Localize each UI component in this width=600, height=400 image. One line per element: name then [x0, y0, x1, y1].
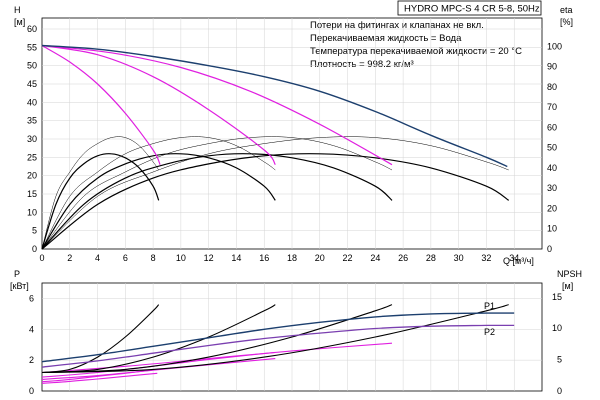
bottom-y2-tick-label: 5 — [557, 355, 562, 365]
bottom-y-axis-label-line2: [кВт] — [10, 281, 29, 291]
bottom-y-tick-label: 6 — [29, 293, 34, 303]
power-partial-curve — [41, 358, 276, 380]
top-y-tick-label: 55 — [27, 42, 37, 52]
top-y-tick-label: 15 — [27, 189, 37, 199]
top-y2-tick-label: 70 — [547, 102, 557, 112]
head-max-curve — [41, 44, 508, 168]
chart-notes: Потери на фитингах и клапанах не вкл. Пе… — [310, 20, 522, 70]
top-y-tick-label: 40 — [27, 97, 37, 107]
top-x-tick-label: 0 — [39, 253, 44, 263]
bottom-y-tick-label: 4 — [29, 324, 34, 334]
bottom-y-axis-label-line1: P — [14, 269, 20, 279]
top-y-tick-label: 5 — [32, 226, 37, 236]
top-x-tick-label: 30 — [454, 253, 464, 263]
top-x-tick-label: 8 — [151, 253, 156, 263]
chart-title-box: HYDRO MPC-S 4 CR 5-8, 50Hz — [397, 0, 542, 16]
top-y2-tick-label: 30 — [547, 183, 557, 193]
top-x-tick-label: 12 — [204, 253, 214, 263]
chart-title: HYDRO MPC-S 4 CR 5-8, 50Hz — [404, 4, 540, 15]
top-x-tick-label: 16 — [259, 253, 269, 263]
power-partial-curve — [41, 342, 393, 374]
p2-curve — [41, 324, 515, 368]
top-y2-tick-label: 40 — [547, 163, 557, 173]
top-y-tick-label: 0 — [32, 244, 37, 254]
top-y2-tick-label: 0 — [547, 244, 552, 254]
head-partial-curve — [41, 44, 393, 166]
bottom-chart-grid — [41, 282, 543, 392]
top-x-tick-label: 28 — [426, 253, 436, 263]
top-chart-ticks: 0 2 4 6 8 10 12 14 16 18 20 22 24 26 28 30 32 34051015202… — [27, 24, 562, 263]
top-y-tick-label: 60 — [27, 24, 37, 34]
bottom-y2-axis-label-line2: [м] — [562, 281, 573, 291]
top-y-tick-label: 20 — [27, 171, 37, 181]
bottom-chart-ticks: 0 2 4 6 0 5 10 15 — [29, 292, 562, 396]
top-x-tick-label: 20 — [315, 253, 325, 263]
top-y2-tick-label: 60 — [547, 122, 557, 132]
envelope-curve — [41, 136, 509, 250]
top-x-tick-label: 14 — [231, 253, 241, 263]
bottom-y-tick-label: 2 — [29, 355, 34, 365]
npsh-curve — [41, 304, 393, 374]
top-y-tick-label: 35 — [27, 116, 37, 126]
top-y2-tick-label: 10 — [547, 224, 557, 234]
top-y2-axis-label-line2: [%] — [560, 17, 573, 27]
top-y2-tick-label: 80 — [547, 82, 557, 92]
bottom-y-tick-label: 0 — [29, 386, 34, 396]
top-y2-tick-label: 20 — [547, 203, 557, 213]
note-temperature: Температура перекачиваемой жидкости = 20… — [310, 46, 522, 57]
top-y2-tick-label: 50 — [547, 143, 557, 153]
series-label-p2: P2 — [484, 327, 495, 337]
head-partial-curve — [41, 44, 161, 165]
top-y-tick-label: 30 — [27, 134, 37, 144]
top-x-tick-label: 10 — [176, 253, 186, 263]
npsh-curve — [41, 304, 276, 374]
bottom-y2-tick-label: 15 — [552, 292, 562, 302]
head-partial-curve — [41, 44, 276, 166]
bottom-y2-tick-label: 0 — [557, 386, 562, 396]
top-x-tick-label: 32 — [481, 253, 491, 263]
envelope-curve — [41, 136, 393, 250]
npsh-curve — [41, 304, 160, 374]
envelope-curve — [41, 136, 159, 250]
top-y-tick-label: 10 — [27, 207, 37, 217]
top-y-axis-label-line2: [м] — [14, 17, 25, 27]
bottom-y2-axis-label-line1: NPSH — [557, 269, 582, 279]
efficiency-curve — [41, 153, 393, 250]
top-x-tick-label: 2 — [67, 253, 72, 263]
top-chart-curves — [41, 44, 510, 250]
top-y2-tick-label: 100 — [547, 41, 562, 51]
top-y-axis-label-line1: H — [14, 5, 21, 15]
power-partial-curve — [41, 372, 158, 384]
top-x-tick-label: 26 — [398, 253, 408, 263]
top-x-tick-label: 6 — [123, 253, 128, 263]
top-y-tick-label: 45 — [27, 79, 37, 89]
top-x-tick-label: 34 — [509, 253, 519, 263]
top-x-tick-label: 24 — [370, 253, 380, 263]
top-x-tick-label: 4 — [95, 253, 100, 263]
series-label-p1: P1 — [484, 301, 495, 311]
top-x-axis-label: Q [м³/ч] — [503, 256, 534, 266]
note-density: Плотность = 998.2 кг/м³ — [310, 59, 414, 70]
top-x-tick-label: 18 — [287, 253, 297, 263]
efficiency-curve — [41, 153, 160, 250]
bottom-y2-tick-label: 10 — [552, 323, 562, 333]
npsh-curve — [41, 304, 509, 374]
bottom-chart-curves — [41, 304, 515, 384]
efficiency-curve — [41, 153, 510, 250]
top-y-tick-label: 50 — [27, 61, 37, 71]
efficiency-curve — [41, 153, 276, 250]
top-y-tick-label: 25 — [27, 152, 37, 162]
top-x-tick-label: 22 — [343, 253, 353, 263]
note-losses: Потери на фитингах и клапанах не вкл. — [310, 20, 484, 31]
p1-curve — [41, 312, 515, 363]
top-y2-tick-label: 90 — [547, 62, 557, 72]
note-liquid: Перекачиваемая жидкость = Вода — [310, 33, 462, 44]
top-y2-axis-label-line1: eta — [560, 5, 573, 15]
